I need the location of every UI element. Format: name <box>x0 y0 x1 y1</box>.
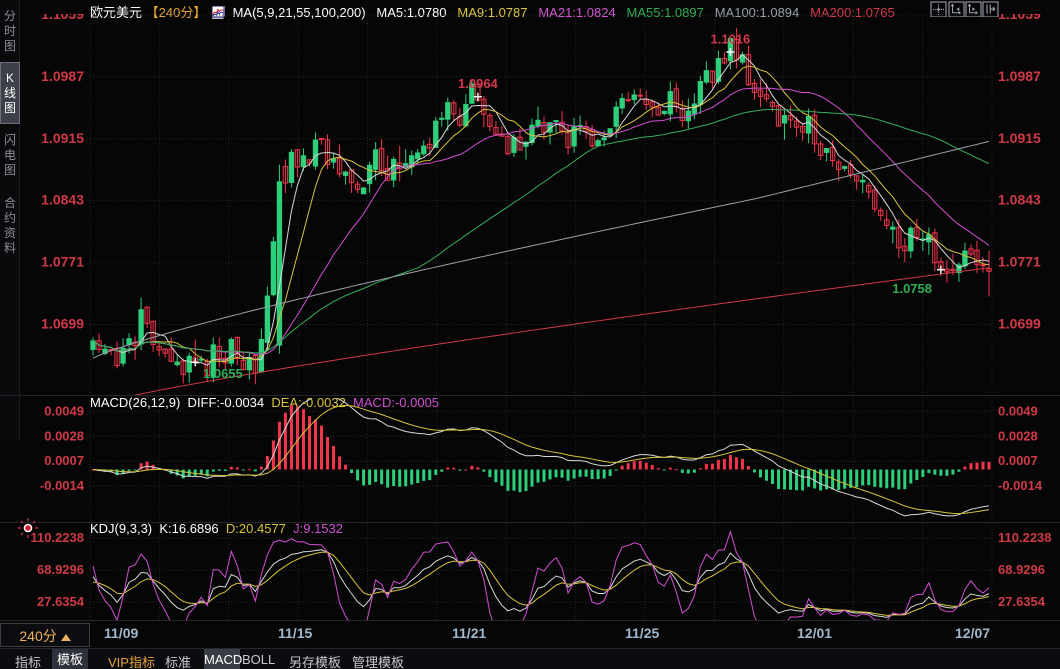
svg-text:110.2238: 110.2238 <box>30 530 84 545</box>
svg-text:0.0028: 0.0028 <box>44 428 84 443</box>
svg-text:1.0964: 1.0964 <box>458 76 499 91</box>
svg-text:27.6354: 27.6354 <box>998 594 1046 609</box>
svg-text:0.0007: 0.0007 <box>998 453 1038 468</box>
svg-text:-0.0014: -0.0014 <box>998 478 1043 493</box>
svg-text:1.0758: 1.0758 <box>892 281 932 296</box>
svg-text:0.0028: 0.0028 <box>998 428 1038 443</box>
svg-text:68.9296: 68.9296 <box>37 562 84 577</box>
svg-text:1.1016: 1.1016 <box>711 32 751 47</box>
svg-text:68.9296: 68.9296 <box>998 562 1045 577</box>
svg-text:0.0049: 0.0049 <box>44 403 84 418</box>
svg-text:0.0007: 0.0007 <box>44 453 84 468</box>
svg-text:-0.0014: -0.0014 <box>40 478 85 493</box>
svg-text:27.6354: 27.6354 <box>37 594 85 609</box>
svg-text:1.0655: 1.0655 <box>203 366 243 381</box>
svg-text:110.2238: 110.2238 <box>998 530 1052 545</box>
svg-text:0.0049: 0.0049 <box>998 403 1038 418</box>
